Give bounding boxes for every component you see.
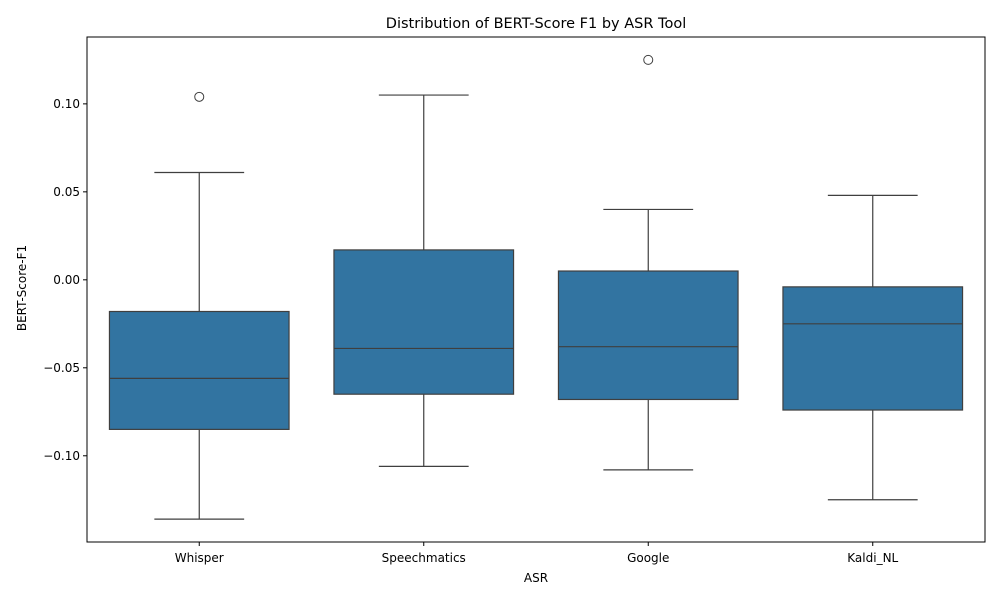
y-tick-label: 0.10 — [53, 97, 80, 111]
y-axis-label: BERT-Score-F1 — [15, 245, 29, 331]
x-axis-label: ASR — [524, 571, 548, 585]
plot-area: −0.10 −0.05 0.00 0.05 0.10 Whisper Speechmatic… — [43, 36, 986, 565]
x-tick-label: Speechmatics — [382, 551, 466, 565]
y-tick-label: −0.05 — [43, 361, 80, 375]
chart-title: Distribution of BERT-Score F1 by ASR Too… — [386, 16, 686, 32]
outlier-point — [194, 91, 205, 102]
y-tick-label: 0.00 — [53, 273, 80, 287]
x-tick-label: Whisper — [175, 551, 224, 565]
box-iqr — [557, 270, 739, 401]
y-tick-label: −0.10 — [43, 449, 80, 463]
y-tick-label: 0.05 — [53, 185, 80, 199]
box-iqr — [782, 286, 964, 411]
x-tick-label: Kaldi_NL — [847, 551, 898, 565]
x-tick-label: Google — [627, 551, 669, 565]
box-iqr — [333, 249, 515, 395]
box-iqr — [108, 310, 290, 430]
plot-frame — [86, 36, 986, 543]
outlier-point — [643, 54, 654, 65]
